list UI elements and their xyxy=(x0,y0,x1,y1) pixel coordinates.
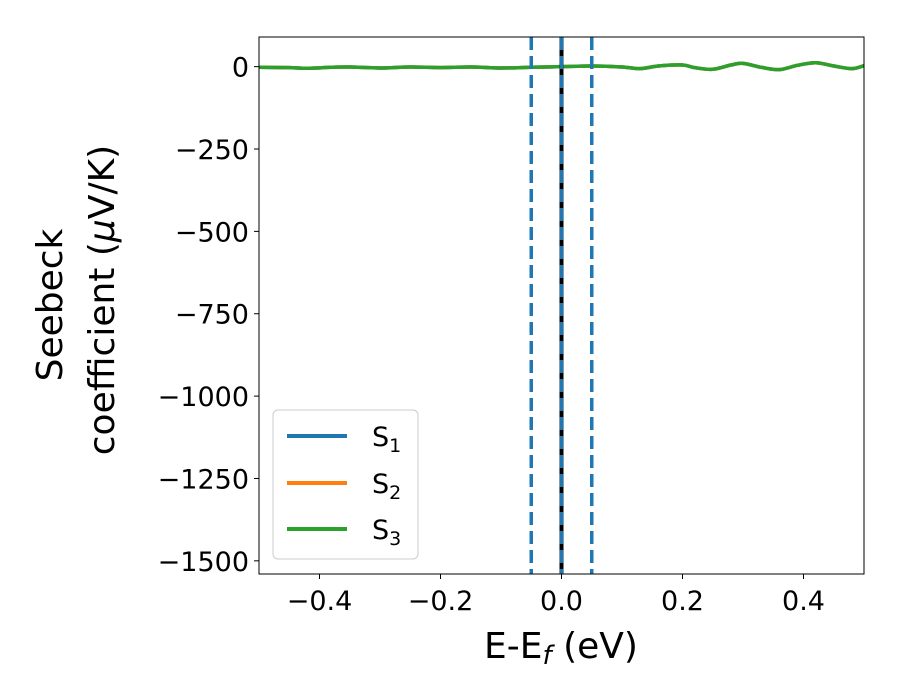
y-axis-title-line1: Seebeck xyxy=(30,228,71,381)
y-tick-label: −750 xyxy=(175,300,249,331)
y-tick-label: −1000 xyxy=(158,382,249,413)
x-tick-label: 0.0 xyxy=(540,586,583,617)
x-tick-label: −0.2 xyxy=(408,586,474,617)
x-axis-title-main: E-E xyxy=(484,626,542,667)
legend-item-s2: S2 xyxy=(287,469,401,504)
y-tick-label: −1500 xyxy=(158,547,249,578)
y-axis-title-line2: coefficient (μV/K) xyxy=(82,145,123,455)
series-line-s3 xyxy=(259,60,864,72)
x-tick-label: 0.4 xyxy=(782,586,825,617)
y-tick-label: −250 xyxy=(175,135,249,166)
axes: −0.4 −0.2 0.0 0.2 0.4 0 −250 −500 −750 −1000 −1250… xyxy=(158,36,865,617)
legend-label-s2: S2 xyxy=(372,469,401,504)
y-tick-label: −1250 xyxy=(158,464,249,495)
y-axis-title-post: V/K) xyxy=(82,145,123,219)
y-axis-title-mu: μ xyxy=(82,219,123,243)
legend-label-s1: S1 xyxy=(372,422,401,457)
legend-item-s3: S3 xyxy=(287,515,401,550)
plot-area xyxy=(259,37,864,574)
y-tick-label: −500 xyxy=(175,217,249,248)
x-tick-label: 0.2 xyxy=(661,586,704,617)
legend: S1 S2 S3 xyxy=(272,409,419,560)
x-tick-label: −0.4 xyxy=(287,586,353,617)
y-tick-label: 0 xyxy=(232,53,249,84)
y-axis-title-pre: coefficient ( xyxy=(82,242,123,455)
x-axis-title-unit: (eV) xyxy=(552,626,638,667)
legend-label-s3: S3 xyxy=(372,515,401,550)
plot-clipped-group xyxy=(259,37,864,574)
legend-item-s1: S1 xyxy=(287,422,401,457)
x-axis-title: E-Ef (eV) xyxy=(484,626,638,671)
